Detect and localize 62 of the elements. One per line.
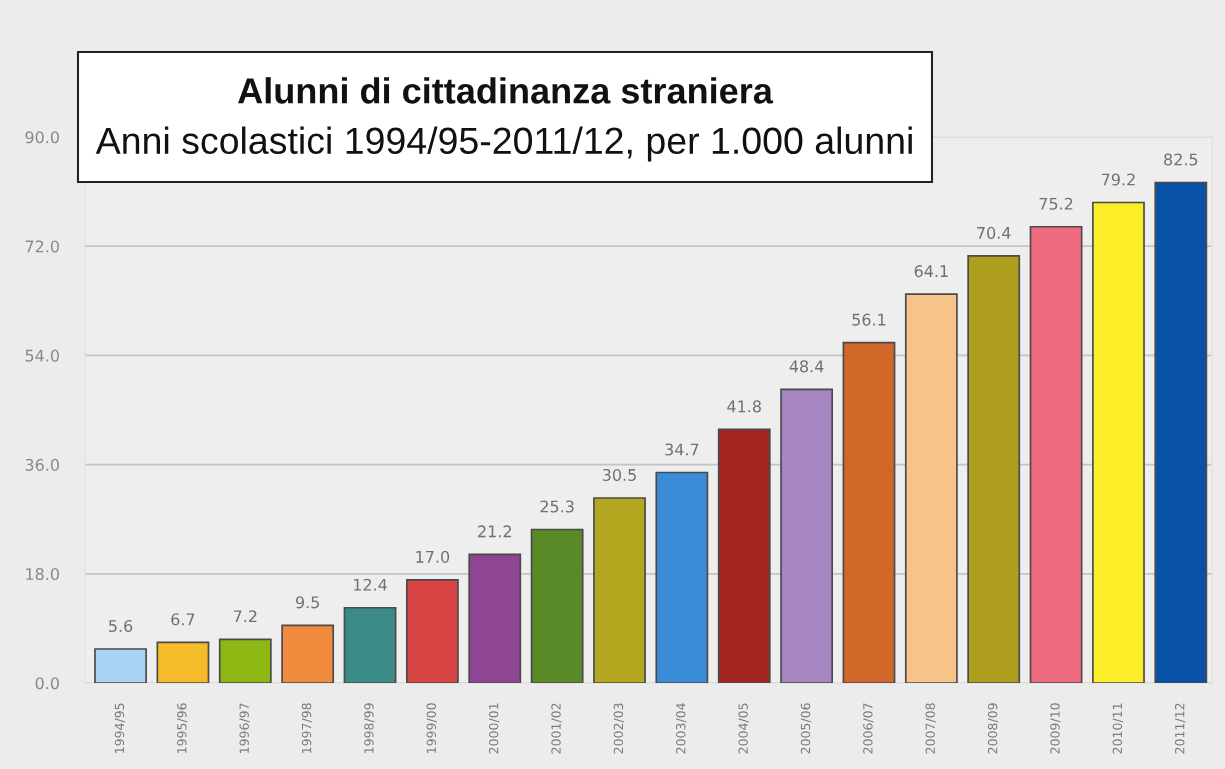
data-label: 82.5 <box>1164 153 1198 166</box>
bar <box>530 528 584 683</box>
data-label: 6.7 <box>171 613 195 626</box>
data-label: 75.2 <box>1039 197 1073 210</box>
x-tick-label: 1995/96 <box>177 703 188 753</box>
y-tick-label: 36.0 <box>25 458 59 471</box>
x-tick-label: 2004/05 <box>738 703 749 754</box>
x-tick-label: 1996/97 <box>239 703 250 753</box>
chart-title: Alunni di cittadinanza straniera <box>238 77 774 104</box>
data-label: 41.8 <box>727 400 761 413</box>
bar <box>94 648 147 683</box>
x-tick-label: 2010/11 <box>1112 703 1124 754</box>
bar <box>1029 225 1083 683</box>
data-label: 17.0 <box>416 550 450 563</box>
bar <box>1092 201 1145 683</box>
data-label: 56.1 <box>852 313 886 326</box>
data-label: 12.4 <box>354 578 387 591</box>
y-tick-label: 90.0 <box>25 131 59 144</box>
bar <box>343 606 397 683</box>
x-tick-label: 1997/98 <box>301 703 313 753</box>
data-label: 70.4 <box>977 226 1011 239</box>
data-label: 30.5 <box>602 468 636 481</box>
x-tick-label: 2002/03 <box>613 703 625 754</box>
data-label: 25.3 <box>540 500 574 513</box>
bar <box>655 471 709 683</box>
y-tick-label: 54.0 <box>25 349 59 362</box>
x-tick-label: 2003/04 <box>676 703 687 754</box>
bar <box>717 428 771 683</box>
bar <box>780 388 834 683</box>
bar <box>156 641 210 683</box>
bar <box>405 579 459 683</box>
bar <box>842 341 896 683</box>
data-label: 48.4 <box>789 360 824 373</box>
x-tick-label: 2011/12 <box>1174 703 1186 754</box>
x-tick-label: 1998/99 <box>364 703 375 753</box>
x-tick-label: 2009/10 <box>1050 703 1061 754</box>
y-tick-label: 72.0 <box>25 240 59 253</box>
data-label: 79.2 <box>1101 173 1135 186</box>
x-tick-label: 2000/01 <box>488 703 500 754</box>
data-label: 21.2 <box>478 525 511 538</box>
bar <box>281 624 335 683</box>
x-tick-label: 2008/09 <box>987 703 999 754</box>
bar <box>218 638 272 683</box>
bar <box>904 293 958 683</box>
x-tick-label: 2006/07 <box>863 703 874 754</box>
data-label: 64.1 <box>914 265 948 278</box>
y-tick-label: 0.0 <box>35 677 59 690</box>
x-tick-label: 2001/02 <box>551 703 562 754</box>
x-tick-label: 1999/00 <box>426 703 437 753</box>
x-tick-label: 1994/95 <box>114 703 126 753</box>
x-tick-label: 2005/06 <box>800 703 812 754</box>
data-label: 9.5 <box>295 596 319 609</box>
bar <box>967 255 1021 683</box>
chart-subtitle: Anni scolastici 1994/95-2011/12, per 1.000 alunni <box>95 126 912 162</box>
bar <box>593 497 646 683</box>
data-label: 5.6 <box>109 619 133 633</box>
data-label: 34.7 <box>665 443 699 456</box>
data-label: 7.2 <box>233 610 257 623</box>
bar <box>468 553 522 683</box>
y-tick-label: 18.0 <box>26 568 59 581</box>
x-tick-label: 2007/08 <box>925 703 936 754</box>
bar <box>1154 181 1208 683</box>
